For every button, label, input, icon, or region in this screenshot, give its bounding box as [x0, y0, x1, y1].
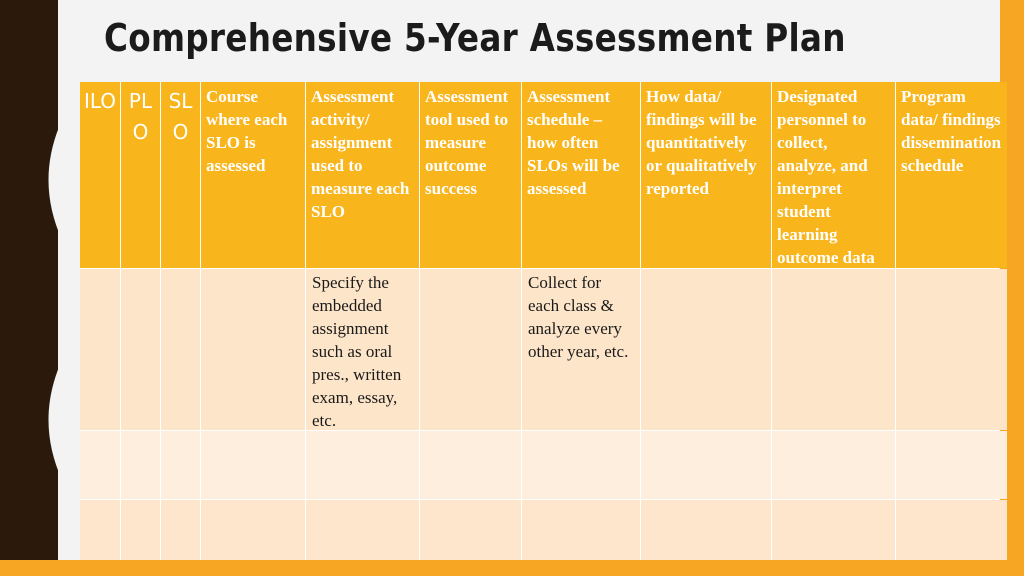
- table-cell: [772, 500, 895, 564]
- slide-title: Comprehensive 5-Year Assessment Plan: [104, 16, 846, 60]
- table-cell: [896, 500, 1007, 564]
- table-cell: [201, 500, 305, 564]
- table-cell: [420, 431, 521, 499]
- table-cell: [80, 269, 120, 430]
- table-header-cell: Assessment activity/ assignment used to …: [306, 82, 419, 268]
- table-cell: [772, 431, 895, 499]
- table-header-cell: Designated personnel to collect, analyze…: [772, 82, 895, 268]
- table-cell: [161, 431, 200, 499]
- table-header-cell: ILO: [80, 82, 120, 268]
- table-header-cell: Course where each SLO is assessed: [201, 82, 305, 268]
- table-header-cell: Assessment tool used to measure outcome …: [420, 82, 521, 268]
- table-cell: [121, 500, 160, 564]
- table-cell: [522, 500, 640, 564]
- table-header-cell: SLO: [161, 82, 200, 268]
- table-cell: [522, 431, 640, 499]
- table-cell: [80, 431, 120, 499]
- table-cell: [201, 269, 305, 430]
- table-cell: [201, 431, 305, 499]
- table-cell: [121, 431, 160, 499]
- table-cell: [306, 431, 419, 499]
- table-header-cell: PLO: [121, 82, 160, 268]
- table-cell: [772, 269, 895, 430]
- table-cell: [641, 269, 771, 430]
- table-cell: [420, 269, 521, 430]
- table-cell: [121, 269, 160, 430]
- table-cell: [161, 500, 200, 564]
- table-cell: [80, 500, 120, 564]
- table-cell: Specify the embedded assignment such as …: [306, 269, 419, 430]
- table-cell: [896, 269, 1007, 430]
- table-cell: [420, 500, 521, 564]
- table-header-cell: Assessment schedule – how often SLOs wil…: [522, 82, 640, 268]
- table-header-cell: How data/ findings will be quantitativel…: [641, 82, 771, 268]
- table-header-cell: Program data/ findings dissemination sch…: [896, 82, 1007, 268]
- table-cell: [306, 500, 419, 564]
- table-cell: [896, 431, 1007, 499]
- table-cell: [641, 500, 771, 564]
- bottom-accent-strip: [0, 560, 1024, 576]
- assessment-plan-table: ILO PLO SLO Course where each SLO is assess…: [80, 82, 1007, 564]
- table-cell: [161, 269, 200, 430]
- table-cell: [641, 431, 771, 499]
- table-cell: Collect for each class & analyze every o…: [522, 269, 640, 430]
